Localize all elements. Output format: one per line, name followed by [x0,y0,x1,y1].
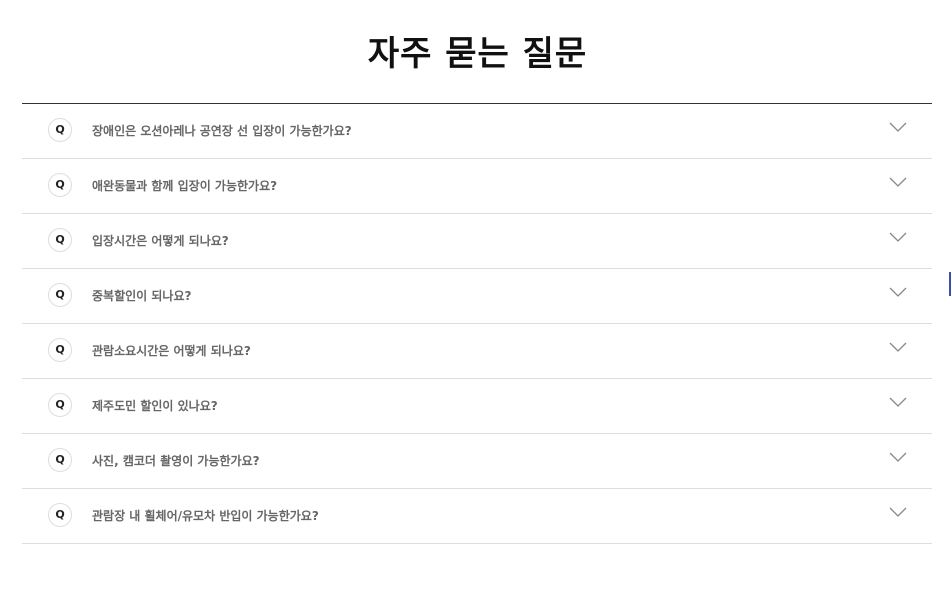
faq-question[interactable]: 관람장 내 휠체어/유모차 반입이 가능한가요? [92,509,319,523]
faq-question[interactable]: 관람소요시간은 어떻게 되나요? [92,344,251,358]
faq-question[interactable]: 입장시간은 어떻게 되나요? [92,234,229,248]
chevron-down-icon[interactable] [888,451,908,463]
faq-item[interactable]: Q 입장시간은 어떻게 되나요? [22,214,932,269]
faq-item[interactable]: Q 사진, 캠코더 촬영이 가능한가요? [22,434,932,489]
q-badge-icon: Q [48,338,72,362]
faq-list: Q 장애인은 오션아레나 공연장 선 입장이 가능한가요? Q 애완동물과 함께… [22,103,932,544]
q-badge-icon: Q [48,503,72,527]
chevron-down-icon[interactable] [888,396,908,408]
chevron-down-icon[interactable] [888,121,908,133]
chevron-down-icon[interactable] [888,231,908,243]
faq-question[interactable]: 제주도민 할인이 있나요? [92,399,218,413]
faq-item[interactable]: Q 장애인은 오션아레나 공연장 선 입장이 가능한가요? [22,104,932,159]
chevron-down-icon[interactable] [888,176,908,188]
page-title: 자주 묻는 질문 [367,33,588,74]
faq-item[interactable]: Q 관람장 내 휠체어/유모차 반입이 가능한가요? [22,489,932,544]
faq-item[interactable]: Q 관람소요시간은 어떻게 되나요? [22,324,932,379]
faq-question[interactable]: 장애인은 오션아레나 공연장 선 입장이 가능한가요? [92,124,352,138]
chevron-down-icon[interactable] [888,506,908,518]
q-badge-icon: Q [48,118,72,142]
side-edge-marker [949,272,951,296]
faq-question[interactable]: 중복할인이 되나요? [92,289,192,303]
q-badge-icon: Q [48,283,72,307]
q-badge-icon: Q [48,228,72,252]
faq-item[interactable]: Q 중복할인이 되나요? [22,269,932,324]
faq-question[interactable]: 애완동물과 함께 입장이 가능한가요? [92,179,278,193]
faq-item[interactable]: Q 애완동물과 함께 입장이 가능한가요? [22,159,932,214]
q-badge-icon: Q [48,448,72,472]
chevron-down-icon[interactable] [888,286,908,298]
chevron-down-icon[interactable] [888,341,908,353]
q-badge-icon: Q [48,173,72,197]
faq-item[interactable]: Q 제주도민 할인이 있나요? [22,379,932,434]
faq-question[interactable]: 사진, 캠코더 촬영이 가능한가요? [92,454,260,468]
q-badge-icon: Q [48,393,72,417]
